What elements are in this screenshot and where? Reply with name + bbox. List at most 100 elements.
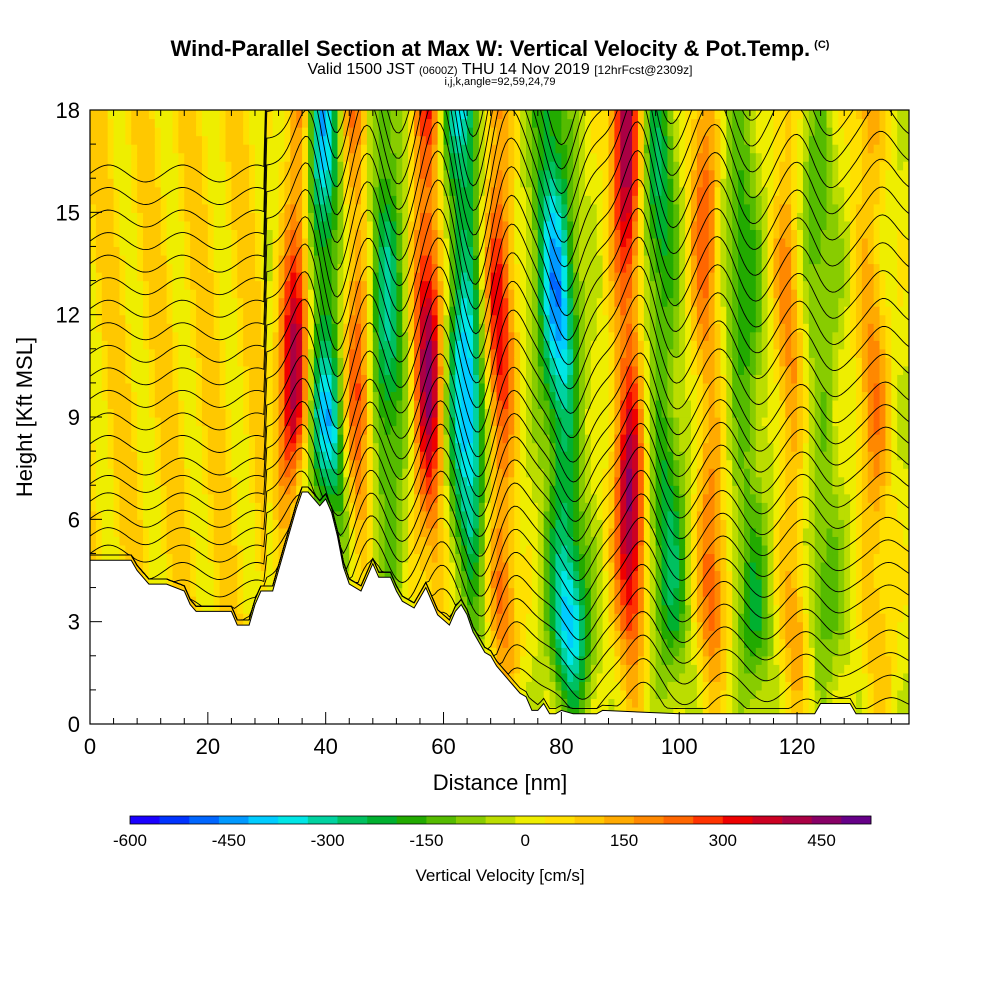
field-cell [461, 425, 468, 435]
field-cell [231, 161, 238, 171]
field-cell [431, 144, 439, 154]
field-cell [384, 169, 392, 179]
field-cell [272, 485, 280, 495]
field-cell [313, 485, 321, 495]
field-cell [425, 118, 433, 128]
field-cell [213, 195, 221, 205]
field-cell [355, 399, 362, 410]
field-cell [113, 468, 121, 478]
field-cell [319, 399, 327, 410]
field-cell [254, 527, 262, 537]
field-cell [290, 186, 297, 196]
field-cell [172, 331, 179, 341]
field-cell [137, 442, 144, 452]
field-cell [408, 348, 415, 358]
field-cell [290, 493, 297, 503]
field-cell [325, 297, 333, 307]
field-cell [390, 331, 397, 341]
field-cell [313, 425, 321, 435]
field-cell [137, 161, 144, 171]
field-cell [196, 220, 203, 230]
field-cell [390, 357, 397, 367]
field-cell [196, 459, 203, 469]
field-cell [166, 442, 174, 452]
field-cell [378, 357, 386, 367]
field-cell [355, 178, 362, 188]
field-cell [478, 579, 486, 589]
field-cell [201, 297, 209, 307]
field-cell [237, 442, 244, 452]
field-cell [131, 263, 138, 273]
field-cell [449, 203, 456, 213]
field-cell [425, 263, 433, 273]
field-cell [296, 485, 303, 495]
field-cell [296, 161, 303, 171]
field-cell [419, 229, 427, 239]
field-cell [490, 493, 498, 503]
field-cell [313, 212, 321, 222]
field-cell [231, 186, 238, 196]
field-cell [143, 485, 150, 495]
field-cell [325, 118, 333, 128]
field-cell [319, 365, 327, 375]
field-cell [148, 246, 156, 256]
field-cell [219, 365, 227, 375]
field-cell [225, 553, 233, 563]
field-cell [449, 169, 456, 179]
field-cell [178, 485, 185, 495]
field-cell [443, 579, 451, 589]
field-cell [237, 254, 244, 265]
field-cell [378, 254, 386, 265]
field-cell [355, 493, 362, 503]
field-cell [437, 161, 445, 171]
field-cell [337, 118, 344, 128]
field-cell [166, 212, 174, 222]
field-cell [490, 510, 498, 520]
field-cell [455, 553, 462, 563]
field-cell [148, 442, 156, 452]
field-cell [461, 178, 468, 188]
field-cell [213, 527, 221, 537]
field-cell [160, 544, 168, 555]
field-cell [160, 110, 168, 120]
field-cell [225, 272, 233, 282]
field-cell [231, 510, 238, 520]
field-cell [331, 408, 339, 418]
field-cell [160, 459, 168, 469]
field-cell [319, 331, 327, 341]
field-cell [408, 331, 415, 341]
field-cell [196, 169, 203, 179]
field-cell [414, 510, 421, 520]
field-cell [148, 212, 156, 222]
field-cell [431, 561, 439, 572]
field-cell [390, 408, 397, 418]
field-cell [113, 502, 121, 512]
field-cell [378, 391, 386, 401]
field-cell [343, 399, 350, 410]
field-cell [160, 399, 168, 410]
field-cell [190, 203, 197, 213]
field-cell [278, 510, 286, 520]
field-cell [207, 280, 215, 290]
field-cell [148, 417, 156, 427]
field-cell [402, 434, 409, 444]
field-cell [231, 570, 238, 580]
field-cell [455, 186, 462, 196]
field-cell [408, 127, 415, 137]
field-cell [443, 561, 451, 572]
field-cell [319, 152, 327, 162]
field-cell [107, 459, 115, 469]
field-cell [178, 451, 185, 461]
field-cell [172, 348, 179, 358]
field-cell [308, 374, 315, 384]
field-cell [272, 553, 280, 563]
field-cell [390, 195, 397, 205]
field-cell [296, 110, 303, 120]
field-cell [343, 135, 350, 145]
field-cell [143, 519, 150, 529]
field-cell [484, 289, 492, 299]
field-cell [266, 417, 274, 427]
field-cell [337, 195, 344, 205]
field-cell [119, 152, 126, 162]
field-cell [125, 365, 132, 375]
